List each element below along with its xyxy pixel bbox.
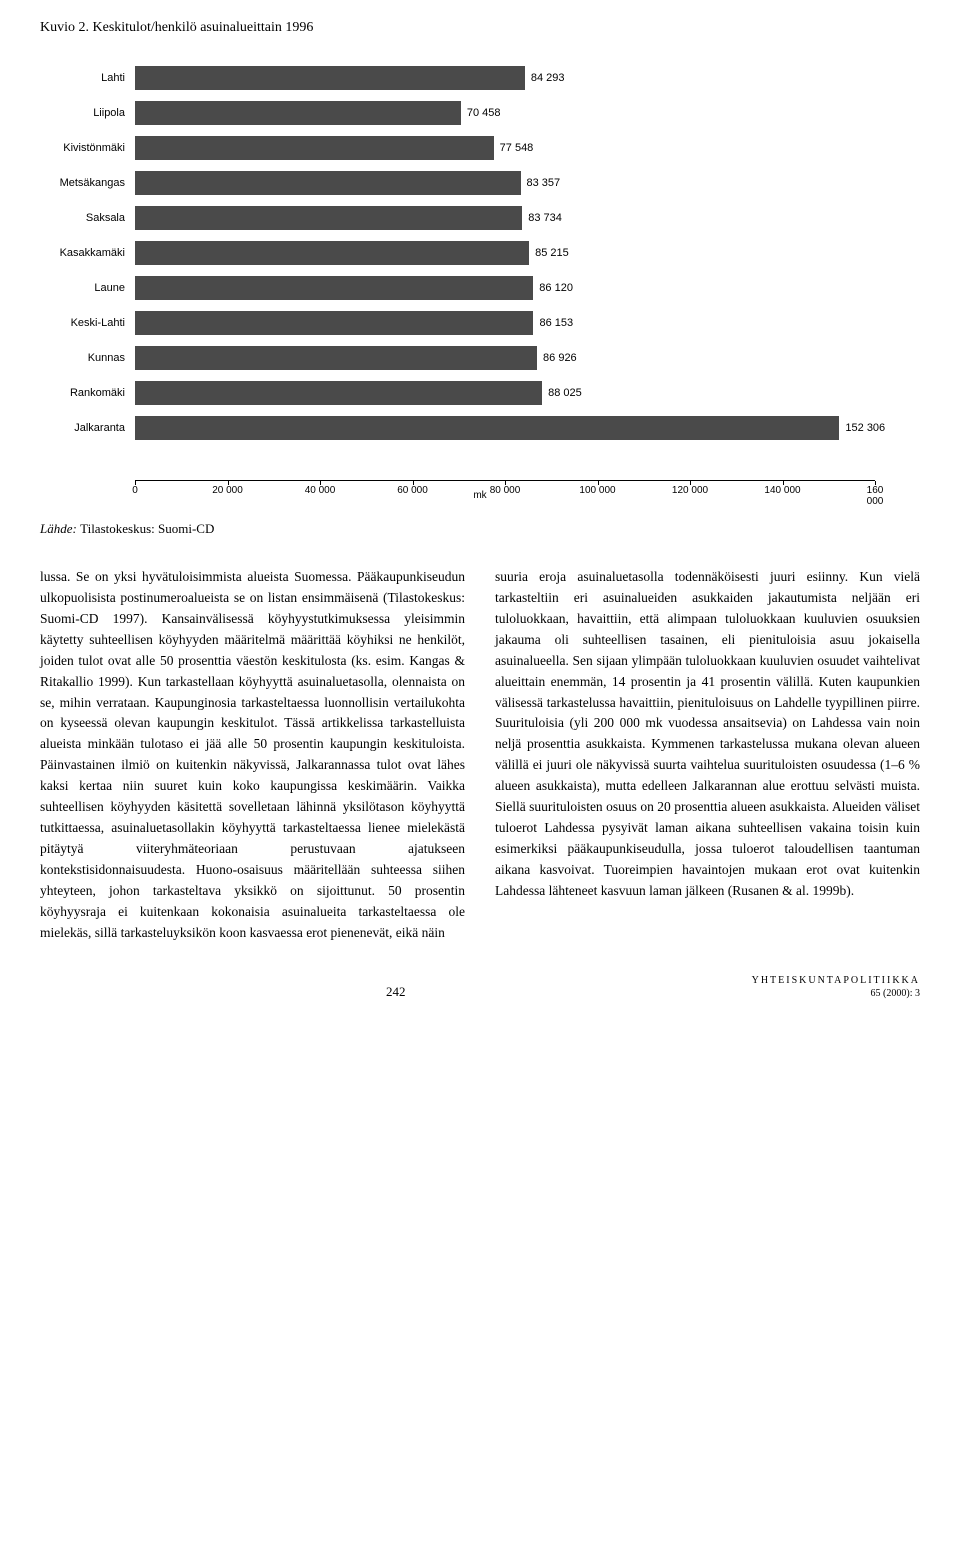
bar-category-label: Kasakkamäki [45, 247, 125, 259]
source-text: Tilastokeskus: Suomi-CD [80, 521, 214, 536]
body-column-right: suuria eroja asuinaluetasolla todennäköi… [495, 567, 920, 944]
bar [135, 171, 521, 195]
bar-value-label: 77 548 [500, 142, 534, 154]
bar [135, 416, 839, 440]
bar-category-label: Kivistönmäki [45, 142, 125, 154]
bar-row: Liipola70 458 [135, 101, 501, 125]
bar-category-label: Jalkaranta [45, 422, 125, 434]
bar-row: Lahti84 293 [135, 66, 565, 90]
bar-row: Saksala83 734 [135, 206, 562, 230]
bar-category-label: Keski-Lahti [45, 317, 125, 329]
bar [135, 101, 461, 125]
bar-row: Rankomäki88 025 [135, 381, 582, 405]
bar-category-label: Laune [45, 282, 125, 294]
journal-info: YHTEISKUNTAPOLITIIKKA 65 (2000): 3 [752, 974, 920, 1000]
bar-value-label: 86 926 [543, 352, 577, 364]
x-tick-label: 80 000 [490, 485, 521, 496]
bar-value-label: 70 458 [467, 107, 501, 119]
page-number: 242 [386, 984, 406, 1000]
body-column-left: lussa. Se on yksi hyvätuloisimmista alue… [40, 567, 465, 944]
bar-category-label: Kunnas [45, 352, 125, 364]
bar-value-label: 152 306 [845, 422, 885, 434]
x-tick-label: 140 000 [764, 485, 800, 496]
bar-row: Jalkaranta152 306 [135, 416, 885, 440]
x-tick-label: 60 000 [397, 485, 428, 496]
bar-value-label: 86 153 [539, 317, 573, 329]
bar-category-label: Metsäkangas [45, 177, 125, 189]
bar-row: Keski-Lahti86 153 [135, 311, 573, 335]
bar-category-label: Liipola [45, 107, 125, 119]
page-footer: 242 YHTEISKUNTAPOLITIIKKA 65 (2000): 3 [40, 974, 920, 1000]
bar [135, 66, 525, 90]
x-tick-label: 100 000 [579, 485, 615, 496]
journal-name: YHTEISKUNTAPOLITIIKKA [752, 974, 920, 987]
bar-row: Kasakkamäki85 215 [135, 241, 569, 265]
source-label: Lähde: [40, 521, 77, 536]
bar-row: Kivistönmäki77 548 [135, 136, 533, 160]
x-axis-label: mk [473, 490, 486, 501]
bar [135, 241, 529, 265]
figure-source: Lähde: Tilastokeskus: Suomi-CD [40, 521, 920, 537]
bar [135, 136, 494, 160]
bar-value-label: 86 120 [539, 282, 573, 294]
bar [135, 346, 537, 370]
x-tick-label: 0 [132, 485, 138, 496]
x-tick-label: 160 000 [867, 485, 884, 507]
x-tick-label: 120 000 [672, 485, 708, 496]
x-tick-label: 20 000 [212, 485, 243, 496]
bar-value-label: 84 293 [531, 72, 565, 84]
bar-row: Kunnas86 926 [135, 346, 577, 370]
bar [135, 276, 533, 300]
bar-row: Metsäkangas83 357 [135, 171, 560, 195]
body-columns: lussa. Se on yksi hyvätuloisimmista alue… [40, 567, 920, 944]
bar [135, 311, 533, 335]
journal-issue: 65 (2000): 3 [752, 987, 920, 1000]
bar-value-label: 88 025 [548, 387, 582, 399]
bar-chart: Lahti84 293Liipola70 458Kivistönmäki77 5… [40, 51, 920, 511]
bar-row: Laune86 120 [135, 276, 573, 300]
x-tick-label: 40 000 [305, 485, 336, 496]
bar-category-label: Rankomäki [45, 387, 125, 399]
bar [135, 381, 542, 405]
bar [135, 206, 522, 230]
figure-title: Kuvio 2. Keskitulot/henkilö asuinalueitt… [40, 20, 920, 36]
bar-category-label: Lahti [45, 72, 125, 84]
bar-value-label: 85 215 [535, 247, 569, 259]
bar-value-label: 83 734 [528, 212, 562, 224]
bar-value-label: 83 357 [527, 177, 561, 189]
bar-category-label: Saksala [45, 212, 125, 224]
